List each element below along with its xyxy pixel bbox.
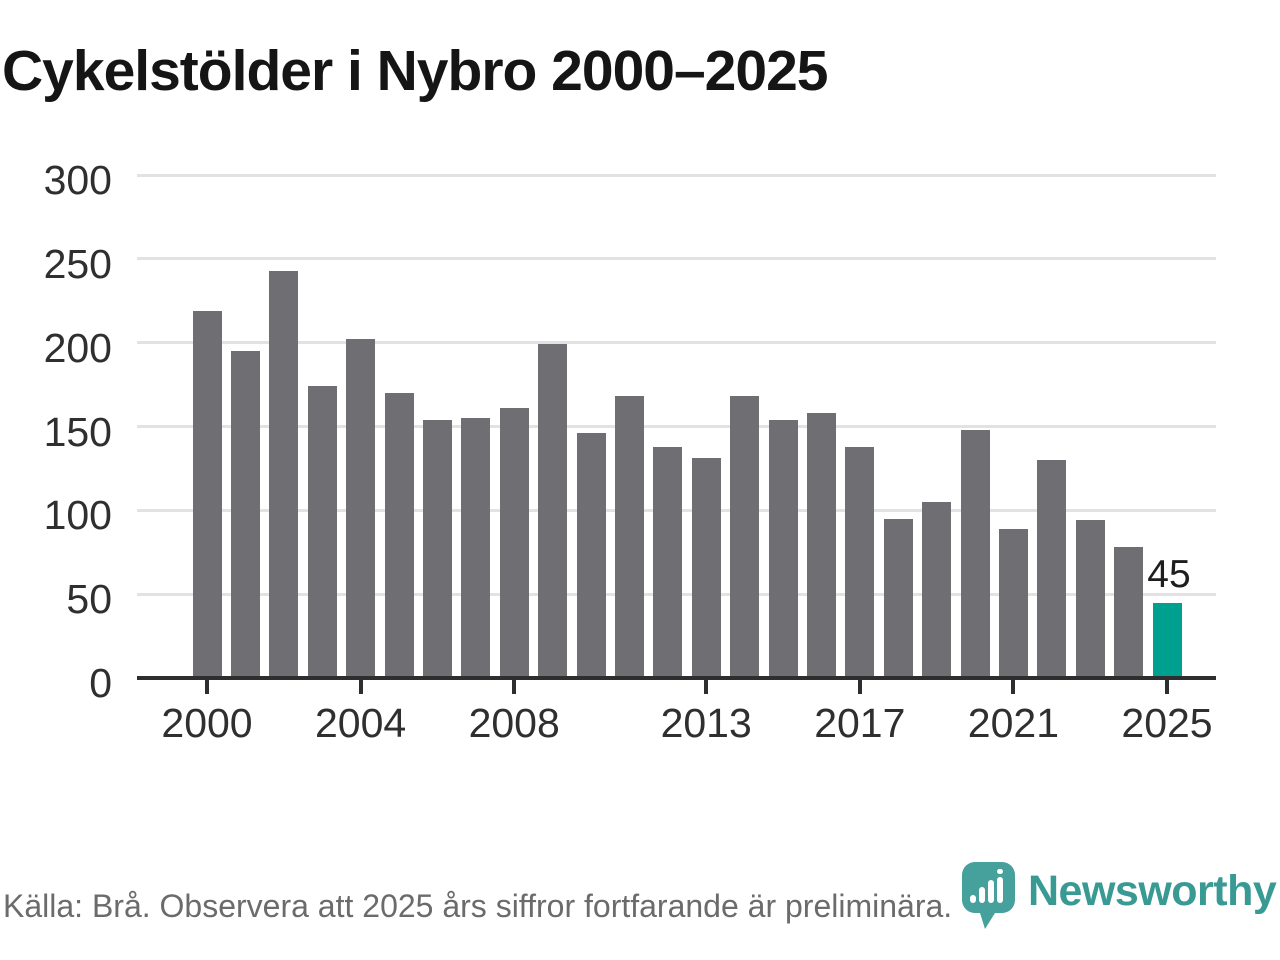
- bar-2000: [192, 310, 222, 678]
- bar-2002: [269, 270, 299, 678]
- x-axis-label-2025: 2025: [1121, 700, 1213, 746]
- x-axis-tick-2017: [857, 680, 862, 694]
- bar-2007: [461, 418, 491, 678]
- x-axis-label-2017: 2017: [814, 700, 906, 746]
- x-axis-tick-2021: [1011, 680, 1016, 694]
- y-axis-label-200: 200: [43, 324, 112, 371]
- chart-title: Cykelstölder i Nybro 2000–2025: [2, 39, 828, 103]
- bar-2003: [307, 386, 337, 678]
- x-axis-label-2013: 2013: [660, 700, 752, 746]
- bar-2022: [1037, 460, 1067, 678]
- bar-2014: [730, 396, 760, 678]
- bar-2019: [922, 501, 952, 678]
- bar-2001: [230, 351, 260, 678]
- x-axis-tick-2008: [512, 680, 517, 694]
- y-axis-label-300: 300: [43, 157, 112, 203]
- bar-2015: [768, 419, 798, 678]
- bar-2013: [691, 458, 721, 678]
- bar-2016: [806, 413, 836, 678]
- bar-value-label: 45: [1147, 552, 1191, 596]
- bar-2010: [576, 433, 606, 678]
- y-axis-label-100: 100: [43, 492, 112, 539]
- bar-2020: [960, 429, 990, 678]
- bar-2023: [1075, 520, 1105, 678]
- x-axis-tick-2004: [358, 680, 363, 694]
- x-axis-label-2008: 2008: [468, 700, 560, 746]
- bar-2011: [614, 396, 644, 678]
- bar-2008: [499, 408, 529, 678]
- y-axis-label-150: 150: [43, 408, 112, 455]
- x-axis-tick-2000: [205, 680, 209, 694]
- x-axis-tick-2013: [704, 680, 709, 694]
- newsworthy-logo: Newsworthy: [960, 858, 1280, 958]
- x-axis-label-2000: 2000: [161, 700, 253, 746]
- bar-2024: [1114, 547, 1144, 678]
- x-axis-tick-2025: [1165, 680, 1169, 694]
- x-axis-label-2021: 2021: [967, 700, 1059, 746]
- x-axis-label-2004: 2004: [314, 700, 407, 746]
- y-axis-label-0: 0: [89, 660, 112, 706]
- bar-2017: [845, 446, 875, 678]
- gridline-300: [137, 173, 1216, 177]
- y-axis-label-50: 50: [66, 576, 112, 623]
- y-axis-label-250: 250: [43, 240, 112, 287]
- bar-2021: [998, 528, 1028, 678]
- x-axis-line: [137, 676, 1216, 680]
- bar-2004: [346, 339, 376, 678]
- gridline-200: [137, 341, 1216, 345]
- bar-2006: [422, 419, 452, 678]
- bar-2009: [538, 344, 568, 678]
- bar-2018: [883, 518, 913, 678]
- gridline-250: [137, 257, 1216, 261]
- bar-2005: [384, 392, 414, 678]
- newsworthy-wordmark: Newsworthy: [1028, 867, 1277, 915]
- bar-2025: [1152, 602, 1182, 678]
- newsworthy-pin-icon: [962, 862, 1015, 929]
- source-note: Källa: Brå. Observera att 2025 års siffr…: [3, 888, 953, 924]
- bar-2012: [653, 446, 683, 678]
- gridline-150: [137, 425, 1216, 428]
